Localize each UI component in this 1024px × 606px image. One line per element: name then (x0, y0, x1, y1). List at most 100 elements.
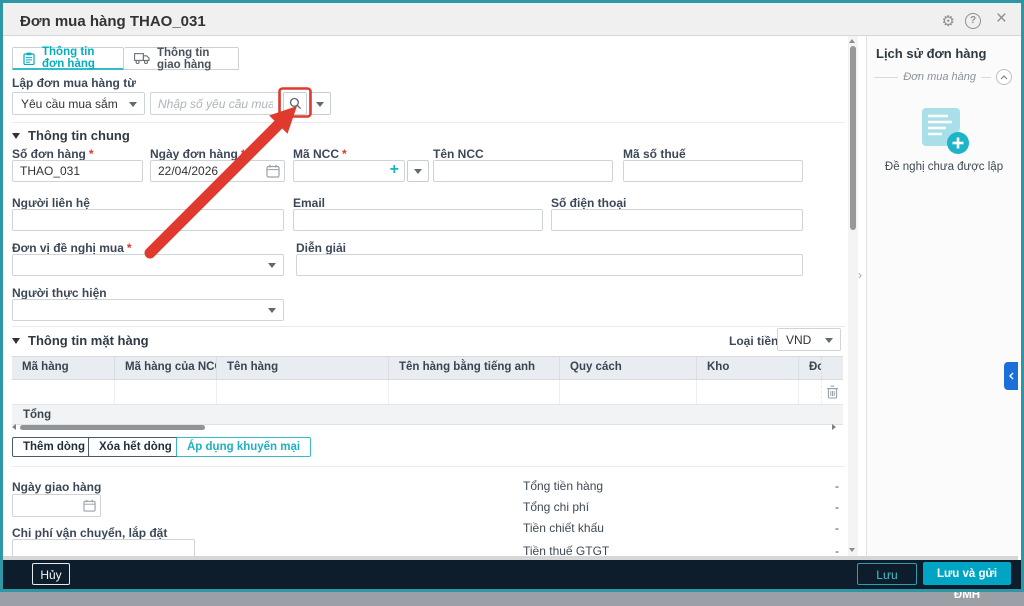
purchase-unit-label: Đơn vị đề nghị mua * (12, 241, 132, 255)
purchase-unit-select[interactable] (12, 254, 284, 276)
currency-value: VND (786, 332, 812, 347)
hscroll-left-arrow[interactable] (12, 424, 16, 430)
col-header[interactable]: Kho (697, 357, 799, 379)
contact-input[interactable] (12, 209, 284, 231)
section-general-info-header[interactable]: Thông tin chung (12, 128, 130, 143)
order-history-title: Lịch sử đơn hàng (876, 46, 987, 61)
col-header[interactable]: Tên hàng bằng tiếng anh (389, 357, 560, 379)
tab-delivery-info[interactable]: Thông tin giao hàng (124, 46, 239, 71)
calendar-icon[interactable] (266, 164, 280, 178)
save-button[interactable]: Lưu (857, 563, 917, 585)
contact-label: Người liên hệ (12, 196, 90, 210)
description-label: Diễn giải (296, 241, 347, 255)
cancel-button[interactable]: Hủy (32, 563, 70, 585)
settings-gear-icon[interactable]: ⚙ (941, 12, 955, 30)
items-table-header-row: Mã hàng Mã hàng của NCC Tên hàng Tên hàn… (12, 356, 843, 380)
col-header[interactable]: Tên hàng (217, 357, 389, 379)
order-no-input[interactable] (12, 160, 143, 182)
vertical-scrollbar[interactable] (848, 36, 858, 556)
tax-code-label: Mã số thuế (623, 147, 686, 161)
supplier-dropdown-button[interactable] (407, 160, 429, 182)
hscroll-thumb[interactable] (20, 425, 205, 430)
supplier-name-input[interactable] (433, 160, 613, 182)
order-no-label: Số đơn hàng * (12, 147, 94, 161)
col-header[interactable]: Đơ (799, 357, 822, 379)
vscroll-up-arrow[interactable] (849, 39, 855, 43)
col-header[interactable]: Mã hàng của NCC (115, 357, 217, 379)
chevron-down-icon (268, 308, 276, 313)
tab-order-info[interactable]: Thông tin đơn hàng (12, 46, 124, 70)
chevron-down-icon (414, 169, 422, 174)
apply-promotion-button[interactable]: Áp dụng khuyến mại (176, 437, 312, 457)
collapse-triangle-icon (12, 132, 20, 139)
order-history-group: Đơn mua hàng (874, 69, 1012, 85)
summary-label: Tiền chiết khấu (523, 521, 604, 535)
clear-rows-button[interactable]: Xóa hết dòng (88, 437, 183, 457)
vscroll-thumb[interactable] (850, 46, 856, 230)
divider (12, 326, 845, 327)
request-type-value: Yêu cầu mua sắm (21, 96, 118, 111)
items-table: Mã hàng Mã hàng của NCC Tên hàng Tên hàn… (12, 356, 843, 425)
close-icon[interactable]: × (995, 8, 1007, 29)
required-mark: * (342, 147, 347, 161)
order-date-label: Ngày đơn hàng * (150, 147, 246, 161)
supplier-code-input[interactable] (293, 160, 405, 182)
history-empty-text: Đề nghị chưa được lập (884, 161, 1004, 173)
summary-label: Tổng tiền hàng (523, 479, 604, 493)
tax-code-input[interactable] (623, 160, 803, 182)
table-row[interactable] (12, 380, 843, 405)
col-header[interactable]: Mã hàng (12, 357, 115, 379)
order-date-input[interactable] (150, 160, 285, 182)
annotation-arrow-shaft (144, 118, 285, 259)
calendar-icon[interactable] (83, 499, 96, 512)
chevron-down-icon (268, 263, 276, 268)
chevron-down-icon (825, 337, 833, 343)
section-items-title: Thông tin mặt hàng (28, 333, 149, 348)
search-request-button[interactable] (283, 92, 307, 115)
save-and-send-button[interactable]: Lưu và gửi ĐMH (923, 562, 1011, 601)
supplier-code-field[interactable]: + (293, 160, 405, 182)
section-items-header[interactable]: Thông tin mặt hàng (12, 333, 149, 348)
shipping-cost-label: Chi phí vận chuyển, lắp đặt (12, 526, 168, 540)
trash-icon[interactable] (826, 385, 839, 399)
request-number-input[interactable] (150, 92, 281, 115)
executor-select[interactable] (12, 299, 284, 321)
summary-value: - (835, 479, 839, 493)
summary-label: Tiền thuế GTGT (523, 544, 610, 556)
sidebar-expander-chevron-icon[interactable]: › (858, 268, 862, 282)
required-mark: * (126, 241, 132, 255)
summary-label: Tổng chi phí (523, 500, 590, 514)
clipboard-icon (23, 52, 35, 65)
delivery-date-label: Ngày giao hàng (12, 480, 102, 494)
add-supplier-plus-icon[interactable]: + (389, 161, 399, 178)
description-input[interactable] (296, 254, 803, 276)
bottom-scroll-strip[interactable] (3, 556, 1018, 560)
collapse-triangle-icon (12, 337, 20, 344)
phone-label: Số điện thoại (551, 196, 627, 210)
chevron-down-icon (129, 101, 137, 107)
add-row-button[interactable]: Thêm dòng (12, 437, 96, 457)
tab-delivery-info-label: Thông tin giao hàng (157, 46, 212, 71)
collapse-group-button[interactable] (996, 69, 1012, 85)
side-panel-toggle-button[interactable] (1004, 362, 1018, 390)
delivery-date-input[interactable] (12, 494, 101, 517)
supplier-name-label: Tên NCC (433, 147, 484, 161)
request-dropdown-button[interactable] (309, 92, 331, 115)
hscroll-right-arrow[interactable] (832, 424, 836, 430)
divider (981, 76, 991, 78)
truck-icon (134, 53, 150, 64)
request-type-select[interactable]: Yêu cầu mua sắm (12, 92, 145, 115)
summary-value: - (835, 521, 839, 535)
tab-order-info-label: Thông tin đơn hàng (42, 46, 95, 70)
order-date-field[interactable] (150, 160, 285, 182)
divider (874, 76, 899, 78)
help-icon[interactable]: ? (965, 13, 981, 29)
section-general-info-title: Thông tin chung (28, 128, 130, 143)
delivery-date-field[interactable] (12, 494, 101, 517)
phone-input[interactable] (551, 209, 803, 231)
email-input[interactable] (293, 209, 543, 231)
document-add-icon (918, 106, 972, 156)
col-header[interactable]: Quy cách (560, 357, 697, 379)
vscroll-down-arrow[interactable] (849, 548, 855, 552)
currency-select[interactable]: VND (777, 328, 841, 351)
